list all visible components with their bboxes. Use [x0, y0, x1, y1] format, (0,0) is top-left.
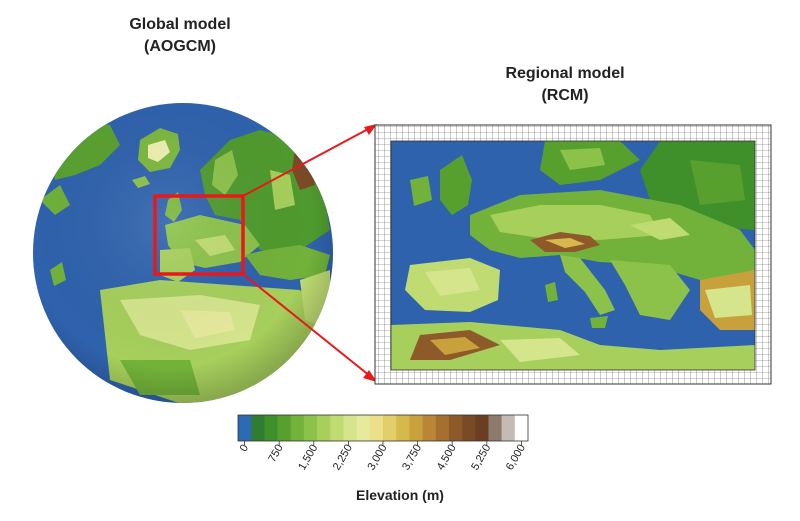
- colorbar-swatch: [264, 415, 278, 441]
- colorbar-tick-label: 1,500: [296, 443, 320, 473]
- colorbar-swatch: [488, 415, 502, 441]
- regional-elevation-map: [390, 140, 756, 371]
- colorbar-swatch: [303, 415, 318, 441]
- colorbar-swatch: [514, 415, 529, 441]
- connector-arrowhead-top: [364, 124, 377, 135]
- global-model-title: Global model (AOGCM): [85, 14, 275, 58]
- colorbar-swatch: [356, 415, 371, 441]
- regional-model-title: Regional model (RCM): [475, 63, 655, 107]
- global-model-globe: [33, 103, 333, 403]
- colorbar-swatch: [251, 415, 265, 441]
- colorbar-tick-label: 3,750: [400, 443, 424, 473]
- colorbar-tick-label: 0: [238, 443, 251, 454]
- colorbar-swatch: [475, 415, 489, 441]
- colorbar-swatch: [238, 415, 252, 441]
- colorbar-swatch: [277, 415, 292, 441]
- colorbar-swatch: [290, 415, 305, 441]
- colorbar-swatch: [343, 415, 357, 441]
- colorbar-swatch: [409, 415, 423, 441]
- elevation-colorbar: 0 750 1,500 2,250 3,000 3,750 4,500 5,250 6,000: [237, 414, 529, 473]
- regional-model-title-line2: (RCM): [541, 87, 589, 104]
- colorbar-swatch: [501, 415, 516, 441]
- colorbar-tick-label: 4,500: [435, 443, 459, 473]
- colorbar-swatch: [369, 415, 384, 441]
- colorbar-swatch: [448, 415, 463, 441]
- map-border: [390, 140, 756, 371]
- colorbar-tick-label: 2,250: [331, 443, 355, 473]
- colorbar-label: Elevation (m): [356, 487, 444, 503]
- colorbar-swatch: [435, 415, 450, 441]
- colorbar-swatch: [462, 415, 476, 441]
- globe-region-highlight-box: [153, 194, 245, 276]
- connector-arrow-bottom: [242, 273, 371, 377]
- colorbar-swatch: [422, 415, 437, 441]
- colorbar-tick-label: 6,000: [504, 443, 528, 473]
- regional-model-grid: [374, 124, 772, 385]
- globe-shading: [33, 103, 333, 403]
- connector-arrowhead-bottom: [363, 370, 377, 382]
- zoom-connector-arrows: [242, 124, 377, 382]
- colorbar-tick-label: 750: [266, 443, 286, 465]
- colorbar-swatch: [396, 415, 410, 441]
- colorbar-swatch: [317, 415, 331, 441]
- global-model-title-line2: (AOGCM): [144, 38, 216, 55]
- connector-arrow-top: [242, 127, 371, 197]
- colorbar-tick-label: 5,250: [469, 443, 493, 473]
- regional-model-title-line1: Regional model: [505, 65, 625, 82]
- global-model-title-line1: Global model: [129, 16, 231, 33]
- colorbar-swatch: [330, 415, 344, 441]
- colorbar-tick-label: 3,000: [365, 443, 389, 473]
- colorbar-swatch: [383, 415, 397, 441]
